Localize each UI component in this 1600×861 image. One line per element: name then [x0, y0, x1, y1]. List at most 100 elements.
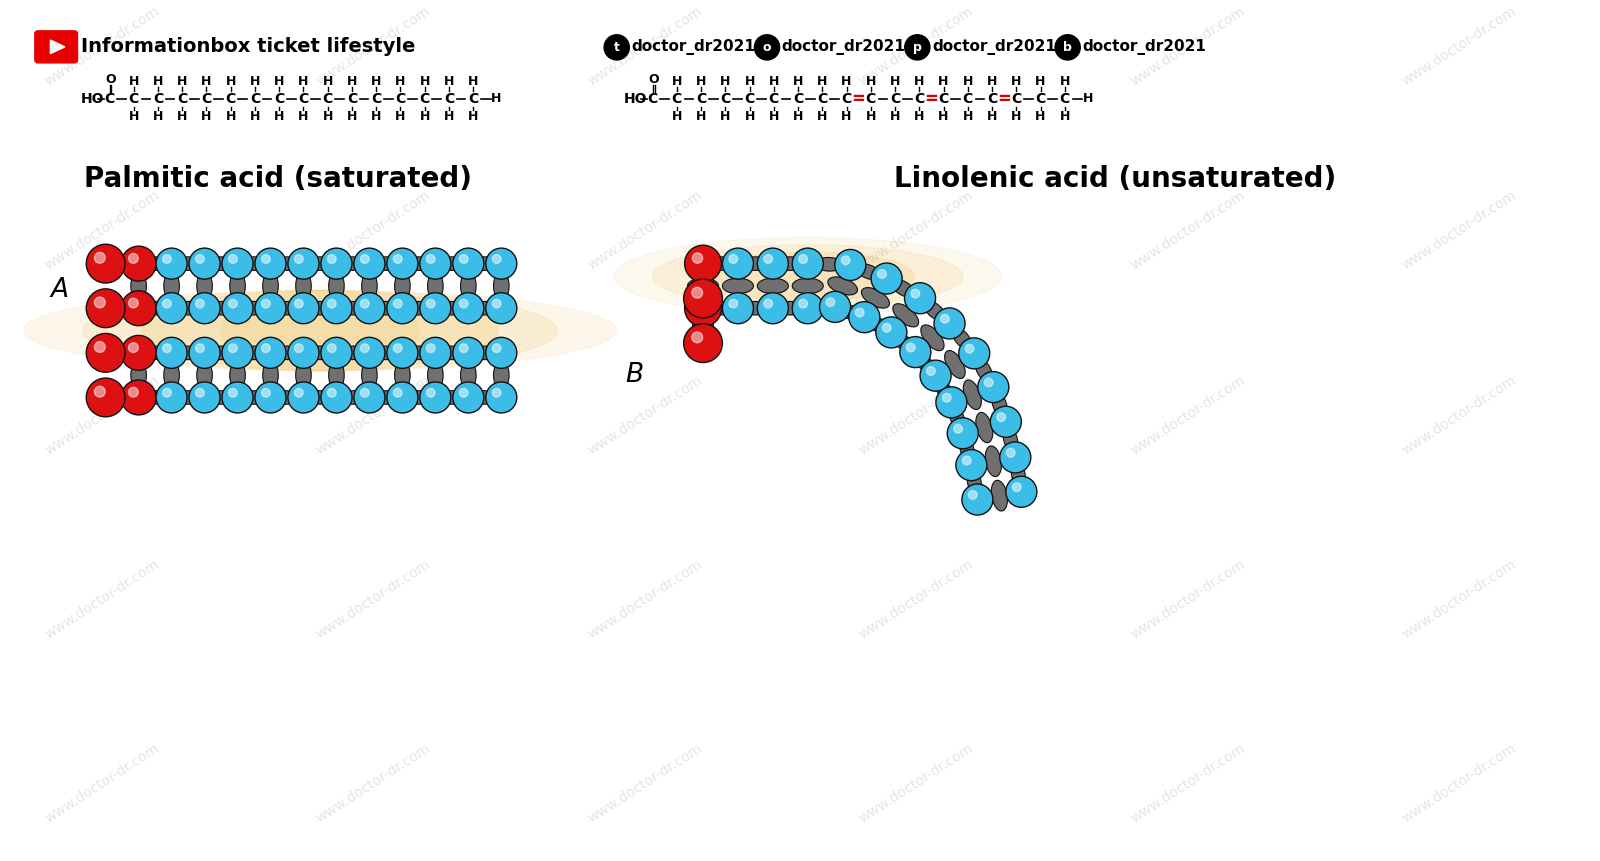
Circle shape [493, 300, 501, 308]
Circle shape [875, 317, 907, 348]
Ellipse shape [230, 270, 245, 301]
Circle shape [1013, 483, 1021, 492]
Ellipse shape [243, 301, 264, 315]
Ellipse shape [792, 278, 824, 294]
Circle shape [920, 360, 950, 391]
Text: www.doctor-dr.com: www.doctor-dr.com [586, 4, 704, 89]
Ellipse shape [395, 360, 410, 391]
Text: H: H [395, 109, 406, 123]
Text: www.doctor-dr.com: www.doctor-dr.com [1400, 373, 1518, 457]
Circle shape [882, 324, 891, 332]
Ellipse shape [653, 245, 963, 307]
Text: www.doctor-dr.com: www.doctor-dr.com [314, 373, 434, 457]
Ellipse shape [427, 360, 443, 391]
Ellipse shape [894, 334, 912, 350]
Text: www.doctor-dr.com: www.doctor-dr.com [586, 741, 704, 826]
Text: H: H [1059, 109, 1070, 123]
Circle shape [229, 344, 237, 352]
Text: H: H [794, 109, 803, 123]
Ellipse shape [461, 360, 477, 391]
Ellipse shape [827, 277, 858, 295]
Ellipse shape [342, 346, 363, 360]
Ellipse shape [277, 346, 298, 360]
Text: www.doctor-dr.com: www.doctor-dr.com [42, 557, 162, 641]
Circle shape [792, 248, 824, 279]
Text: HO: HO [624, 92, 646, 106]
Circle shape [685, 245, 722, 282]
Ellipse shape [461, 270, 477, 301]
Text: H: H [226, 109, 235, 123]
Circle shape [189, 293, 221, 324]
Circle shape [328, 300, 336, 308]
Text: C: C [347, 92, 357, 106]
Ellipse shape [296, 360, 312, 391]
Text: C: C [720, 92, 731, 106]
Text: H: H [298, 109, 309, 123]
Ellipse shape [376, 301, 397, 315]
Ellipse shape [813, 300, 829, 314]
Circle shape [757, 293, 789, 324]
Text: H: H [768, 109, 779, 123]
Circle shape [128, 343, 138, 352]
Ellipse shape [693, 319, 714, 332]
Ellipse shape [1011, 463, 1026, 486]
Circle shape [763, 300, 773, 308]
Ellipse shape [309, 346, 331, 360]
Ellipse shape [944, 350, 965, 379]
Text: H: H [250, 109, 261, 123]
Circle shape [261, 388, 270, 397]
Circle shape [947, 418, 978, 449]
Text: www.doctor-dr.com: www.doctor-dr.com [1128, 373, 1248, 457]
Circle shape [229, 255, 237, 263]
Circle shape [254, 338, 286, 369]
Text: H: H [720, 75, 731, 88]
Circle shape [288, 248, 318, 279]
Ellipse shape [262, 360, 278, 391]
Text: H: H [842, 75, 851, 88]
Ellipse shape [744, 257, 766, 270]
Circle shape [459, 300, 469, 308]
Ellipse shape [144, 391, 166, 404]
Text: Informationbox ticket lifestyle: Informationbox ticket lifestyle [82, 37, 416, 56]
Ellipse shape [493, 270, 509, 301]
Ellipse shape [24, 290, 616, 371]
Circle shape [229, 300, 237, 308]
Circle shape [288, 338, 318, 369]
Text: www.doctor-dr.com: www.doctor-dr.com [1400, 4, 1518, 89]
Circle shape [394, 255, 402, 263]
Text: C: C [274, 92, 285, 106]
Ellipse shape [779, 301, 802, 315]
Circle shape [387, 382, 418, 413]
Text: B: B [626, 362, 643, 388]
Circle shape [328, 344, 336, 352]
Text: H: H [154, 75, 163, 88]
FancyBboxPatch shape [35, 31, 77, 63]
Circle shape [419, 248, 451, 279]
Ellipse shape [1003, 427, 1018, 452]
Circle shape [459, 255, 469, 263]
Text: o: o [763, 40, 771, 54]
Text: H: H [890, 75, 901, 88]
Circle shape [1054, 34, 1080, 60]
Circle shape [730, 300, 738, 308]
Circle shape [157, 248, 187, 279]
Text: O: O [106, 73, 115, 86]
Circle shape [826, 298, 835, 307]
Circle shape [86, 245, 125, 283]
Text: www.doctor-dr.com: www.doctor-dr.com [1128, 4, 1248, 89]
Text: C: C [1059, 92, 1070, 106]
Ellipse shape [856, 263, 882, 280]
Circle shape [189, 338, 221, 369]
Ellipse shape [840, 305, 859, 319]
Ellipse shape [408, 301, 429, 315]
Circle shape [459, 344, 469, 352]
Text: www.doctor-dr.com: www.doctor-dr.com [314, 557, 434, 641]
Text: H: H [866, 75, 875, 88]
Text: H: H [128, 109, 139, 123]
Text: H: H [720, 109, 731, 123]
Circle shape [798, 255, 808, 263]
Text: H: H [768, 75, 779, 88]
Text: HO: HO [80, 92, 104, 106]
Text: www.doctor-dr.com: www.doctor-dr.com [314, 741, 434, 826]
Text: H: H [744, 109, 755, 123]
